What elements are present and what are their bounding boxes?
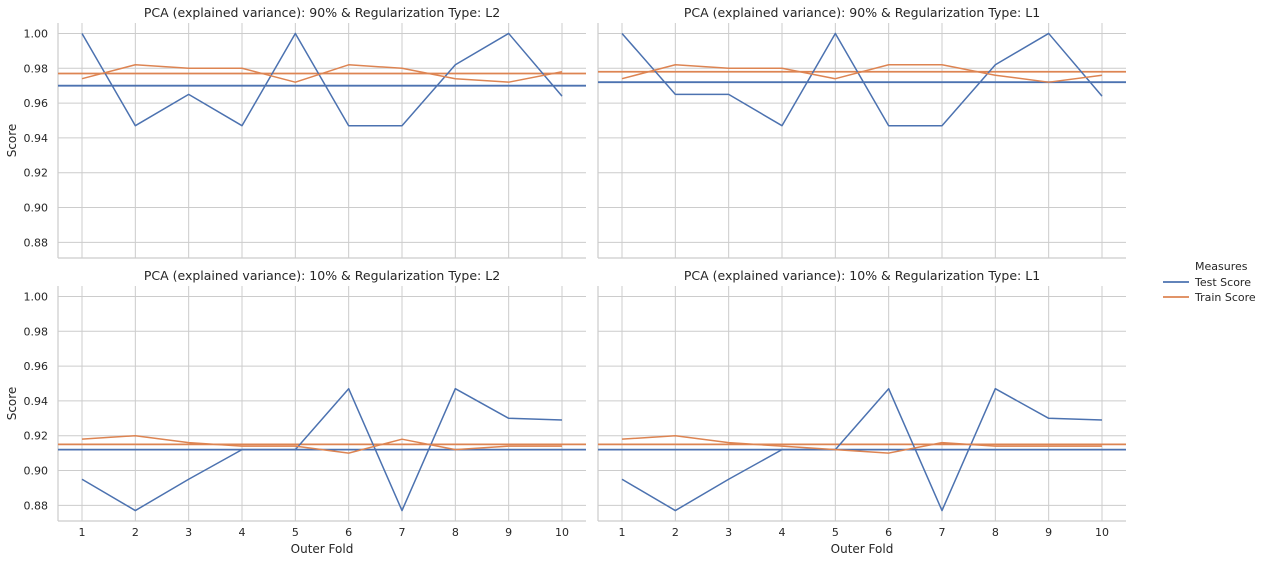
y-axis-label: Score <box>5 387 19 421</box>
y-tick-label: 0.96 <box>24 97 49 110</box>
y-tick-label: 0.88 <box>24 236 49 249</box>
panel-4: PCA (explained variance): 10% & Regulari… <box>597 268 1126 556</box>
legend-label: Test Score <box>1194 276 1251 289</box>
x-axis-label: Outer Fold <box>831 542 894 556</box>
train-score-line <box>621 64 1103 83</box>
x-tick-label: 6 <box>885 526 892 539</box>
x-tick-label: 3 <box>725 526 732 539</box>
y-tick-label: 0.94 <box>24 395 49 408</box>
y-tick-label: 0.94 <box>24 132 49 145</box>
train-score-line <box>621 434 1102 454</box>
panel-2: PCA (explained variance): 90% & Regulari… <box>597 5 1126 259</box>
x-tick-label: 5 <box>292 526 299 539</box>
test-score-line <box>81 32 563 127</box>
x-tick-label: 7 <box>939 526 946 539</box>
legend-label: Train Score <box>1194 291 1256 304</box>
train-score-line <box>81 434 562 454</box>
x-tick-label: 8 <box>992 526 999 539</box>
legend-title: Measures <box>1195 260 1248 273</box>
x-tick-label: 3 <box>185 526 192 539</box>
x-tick-label: 8 <box>452 526 459 539</box>
y-axis-label: Score <box>5 124 19 158</box>
legend: Measures Test Score Train Score <box>1163 260 1256 304</box>
y-tick-label: 0.92 <box>24 167 49 180</box>
x-tick-label: 4 <box>779 526 786 539</box>
panel-title: PCA (explained variance): 10% & Regulari… <box>684 268 1040 283</box>
panel-3: PCA (explained variance): 10% & Regulari… <box>5 268 586 556</box>
test-score-line <box>621 387 1103 512</box>
test-score-line <box>81 387 563 512</box>
x-tick-label: 5 <box>832 526 839 539</box>
y-tick-label: 1.00 <box>24 27 49 40</box>
x-tick-label: 10 <box>1095 526 1109 539</box>
test-score-line <box>621 32 1103 127</box>
panel-title: PCA (explained variance): 10% & Regulari… <box>144 268 500 283</box>
y-tick-label: 0.88 <box>24 499 49 512</box>
train-score-line <box>81 64 563 83</box>
x-tick-label: 10 <box>555 526 569 539</box>
y-tick-label: 0.92 <box>24 430 49 443</box>
y-tick-label: 0.96 <box>24 360 49 373</box>
x-axis-label: Outer Fold <box>291 542 354 556</box>
x-tick-label: 2 <box>672 526 679 539</box>
x-tick-label: 4 <box>239 526 246 539</box>
y-tick-label: 1.00 <box>24 290 49 303</box>
x-tick-label: 1 <box>619 526 626 539</box>
x-tick-label: 6 <box>345 526 352 539</box>
x-tick-label: 2 <box>132 526 139 539</box>
x-tick-label: 1 <box>79 526 86 539</box>
x-tick-label: 9 <box>505 526 512 539</box>
y-tick-label: 0.90 <box>24 465 49 478</box>
y-tick-label: 0.98 <box>24 325 49 338</box>
x-tick-label: 7 <box>399 526 406 539</box>
x-tick-label: 9 <box>1045 526 1052 539</box>
panel-title: PCA (explained variance): 90% & Regulari… <box>684 5 1040 20</box>
y-tick-label: 0.98 <box>24 62 49 75</box>
panel-1: PCA (explained variance): 90% & Regulari… <box>5 5 586 259</box>
y-tick-label: 0.90 <box>24 202 49 215</box>
panel-title: PCA (explained variance): 90% & Regulari… <box>144 5 500 20</box>
